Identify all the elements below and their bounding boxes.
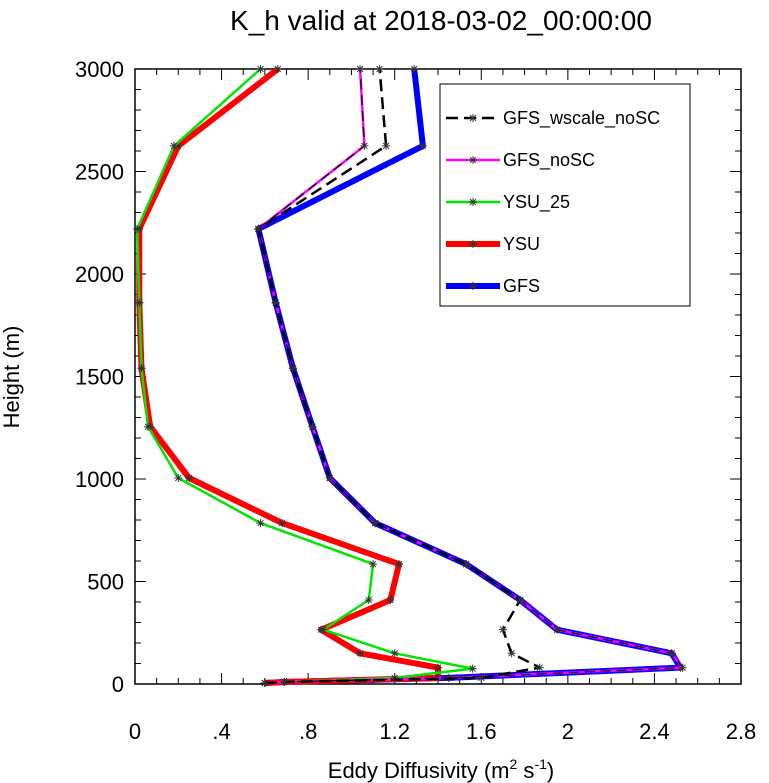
data-point-marker: [667, 649, 676, 658]
data-point-marker: [273, 65, 282, 73]
data-point-marker: [678, 663, 687, 672]
data-point-marker: [535, 663, 544, 672]
data-point-marker: [498, 625, 507, 634]
data-point-marker: [356, 65, 365, 73]
x-tick-label: 1.2: [379, 719, 410, 744]
data-point-marker: [260, 678, 269, 687]
legend-label: GFS: [503, 276, 540, 296]
data-point-marker: [174, 141, 183, 150]
y-tick-label: 500: [87, 570, 124, 595]
data-point-marker: [434, 663, 442, 672]
data-point-marker: [133, 224, 142, 233]
y-tick-label: 1500: [75, 365, 124, 390]
legend-item: YSU_25: [446, 192, 570, 213]
legend-label: YSU_25: [503, 192, 570, 213]
series-layer: [133, 65, 687, 687]
data-point-marker: [410, 65, 419, 73]
x-tick-label: .4: [212, 719, 230, 744]
data-point-marker: [553, 625, 562, 634]
data-point-marker: [386, 595, 395, 604]
data-point-marker: [325, 473, 334, 482]
data-point-marker: [469, 240, 477, 248]
data-point-marker: [278, 519, 287, 528]
x-axis-label-main: Eddy Diffusivity (m: [328, 758, 510, 783]
data-point-marker: [185, 473, 194, 482]
data-point-marker: [418, 141, 427, 150]
x-tick-label: 2: [562, 719, 574, 744]
data-point-marker: [390, 673, 399, 682]
x-axis-label: Eddy Diffusivity (m2 s-1): [328, 756, 554, 783]
series-ysu-25: [133, 65, 477, 687]
legend: GFS_wscale_noSC GFS_noSC YSU_25 YSU GFS: [439, 83, 691, 307]
x-tick-label: 0: [129, 719, 141, 744]
data-point-marker: [469, 282, 477, 290]
data-point-marker: [280, 677, 289, 686]
data-point-marker: [356, 649, 365, 658]
legend-item: GFS_noSC: [446, 150, 595, 171]
data-point-marker: [395, 560, 404, 569]
legend-item: GFS: [446, 276, 540, 296]
data-point-marker: [369, 560, 378, 569]
y-tick-label: 2000: [75, 262, 124, 287]
data-point-marker: [174, 473, 183, 482]
series-line: [257, 68, 541, 685]
legend-label: YSU: [503, 234, 540, 254]
data-point-marker: [507, 649, 516, 658]
x-axis-label-sup1: 2: [510, 756, 518, 772]
data-point-marker: [469, 198, 477, 206]
y-axis: 0 500 1000 1500 2000 2500 3000: [75, 57, 741, 697]
data-point-marker: [135, 298, 144, 307]
x-axis: 0 .4 .8 1.2 1.6 2 2.4 2.8: [129, 69, 756, 744]
data-point-marker: [143, 422, 152, 431]
data-point-marker: [375, 65, 384, 73]
legend-item: YSU: [446, 234, 540, 254]
x-tick-label: .8: [299, 719, 317, 744]
series-gfs-wscale-nosc: [254, 65, 544, 687]
y-tick-label: 2500: [75, 160, 124, 185]
legend-item: GFS_wscale_noSC: [446, 108, 660, 129]
data-point-marker: [137, 364, 146, 373]
data-point-marker: [382, 141, 391, 150]
y-tick-label: 3000: [75, 57, 124, 82]
data-point-marker: [468, 664, 477, 673]
data-point-marker: [364, 595, 373, 604]
x-tick-label: 2.8: [726, 719, 757, 744]
data-point-marker: [271, 298, 280, 307]
data-point-marker: [469, 156, 477, 164]
data-point-marker: [256, 519, 265, 528]
x-tick-label: 2.4: [639, 719, 670, 744]
y-axis-label: Height (m): [0, 326, 24, 429]
legend-label: GFS_noSC: [503, 150, 595, 171]
legend-label: GFS_wscale_noSC: [503, 108, 660, 129]
data-point-marker: [308, 422, 317, 431]
x-axis-label-mid: s: [517, 758, 534, 783]
series-line: [135, 68, 474, 685]
data-point-marker: [288, 364, 297, 373]
data-point-marker: [516, 595, 525, 604]
data-point-marker: [319, 625, 328, 634]
x-axis-label-end: ): [547, 758, 554, 783]
data-point-marker: [254, 224, 263, 233]
legend-box: [439, 83, 691, 307]
y-tick-label: 1000: [75, 467, 124, 492]
data-point-marker: [390, 649, 399, 658]
data-point-marker: [371, 519, 380, 528]
data-point-marker: [462, 560, 471, 569]
y-tick-label: 0: [112, 672, 124, 697]
chart-title: K_h valid at 2018-03-02_00:00:00: [230, 5, 652, 36]
data-point-marker: [169, 141, 178, 150]
data-point-marker: [477, 673, 486, 682]
x-axis-label-sup2: -1: [534, 756, 547, 772]
data-point-marker: [469, 114, 477, 122]
x-tick-label: 1.6: [466, 719, 497, 744]
data-point-marker: [256, 65, 265, 73]
data-point-marker: [360, 141, 369, 150]
